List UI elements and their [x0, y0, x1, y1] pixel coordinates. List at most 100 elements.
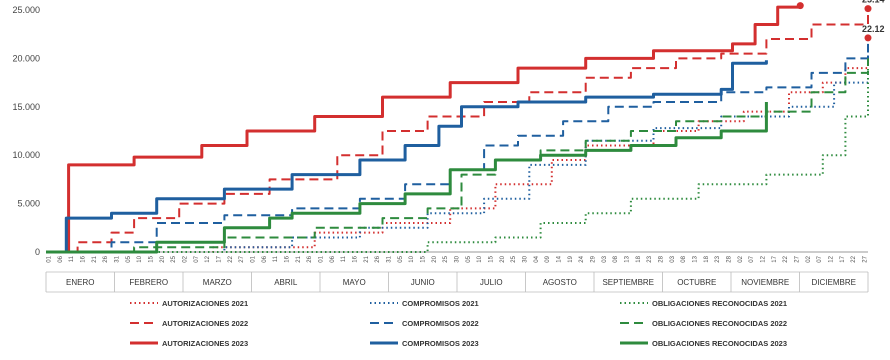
legend-label: AUTORIZACIONES 2022 [162, 319, 248, 328]
x-tick-label: 31 [115, 255, 121, 262]
series-line-3 [46, 48, 869, 253]
x-tick-label: 18 [704, 255, 710, 262]
series-line-7 [46, 58, 869, 253]
x-tick-label: 02 [738, 255, 744, 262]
x-tick-label: 25 [511, 255, 517, 262]
legend-label: OBLIGACIONES RECONOCIDAS 2021 [652, 299, 787, 308]
y-tick-label: 25.000 [12, 5, 40, 15]
x-tick-label: 20 [160, 255, 166, 262]
x-tick-label: 12 [205, 255, 211, 262]
month-label: OCTUBRE [677, 278, 716, 287]
x-tick-label: 21 [296, 255, 302, 262]
legend-label: OBLIGACIONES RECONOCIDAS 2022 [652, 319, 787, 328]
x-tick-label: 27 [239, 255, 245, 262]
x-tick-label: 31 [387, 255, 393, 262]
x-tick-label: 24 [579, 255, 585, 262]
month-label: JUNIO [411, 278, 435, 287]
x-tick-label: 23 [715, 255, 721, 262]
x-tick-label: 15 [489, 255, 495, 262]
x-tick-label: 27 [795, 255, 801, 262]
x-tick-label: 02 [806, 255, 812, 262]
x-tick-label: 16 [285, 255, 291, 262]
x-tick-label: 14 [557, 255, 563, 262]
x-tick-label: 04 [534, 255, 540, 262]
end-point-marker [864, 34, 872, 42]
legend-label: COMPROMISOS 2023 [402, 339, 479, 348]
x-tick-label: 28 [727, 255, 733, 262]
x-tick-label: 05 [398, 255, 404, 262]
x-tick-label: 11 [273, 255, 279, 262]
x-tick-label: 30 [523, 255, 529, 262]
x-tick-label: 06 [58, 255, 64, 262]
x-tick-label: 10 [137, 255, 143, 262]
x-tick-label: 10 [409, 255, 415, 262]
series-line-8 [46, 102, 768, 254]
x-tick-label: 30 [455, 255, 461, 262]
legend-label: AUTORIZACIONES 2023 [162, 339, 248, 348]
month-label: DICIEMBRE [812, 278, 856, 287]
x-tick-label: 20 [500, 255, 506, 262]
x-tick-label: 08 [681, 255, 687, 262]
series-group [46, 5, 869, 254]
legend-label: COMPROMISOS 2021 [402, 299, 479, 308]
x-tick-label: 12 [761, 255, 767, 262]
x-tick-label: 05 [126, 255, 132, 262]
x-tick-label: 22 [228, 255, 234, 262]
x-tick-label: 17 [840, 255, 846, 262]
series-line-4 [46, 43, 869, 253]
x-tick-label: 06 [330, 255, 336, 262]
x-tick-label: 15 [149, 255, 155, 262]
x-tick-label: 03 [602, 255, 608, 262]
month-label: MAYO [343, 278, 366, 287]
month-label: FEBRERO [129, 278, 168, 287]
x-tick-label: 08 [613, 255, 619, 262]
x-tick-label: 22 [851, 255, 857, 262]
x-tick-label: 03 [670, 255, 676, 262]
x-tick-label: 10 [477, 255, 483, 262]
x-tick-label: 21 [92, 255, 98, 262]
x-tick-label: 16 [353, 255, 359, 262]
x-tick-label: 22 [783, 255, 789, 262]
x-tick-label: 12 [829, 255, 835, 262]
x-tick-label: 06 [262, 255, 268, 262]
x-tick-label: 07 [749, 255, 755, 262]
x-tick-label: 20 [432, 255, 438, 262]
series-line-6 [46, 58, 869, 253]
month-label: ABRIL [274, 278, 298, 287]
axes: 0 5.000 10.000 15.000 20.000 25.000 01 06 11 16 21… [12, 5, 869, 293]
x-tick-label: 07 [194, 255, 200, 262]
end-labels: 25.453 25.14 22.12 [786, 0, 885, 42]
month-label: JULIO [480, 278, 503, 287]
x-tick-label: 01 [47, 255, 53, 262]
y-tick-label: 0 [35, 247, 40, 257]
legend-label: COMPROMISOS 2022 [402, 319, 479, 328]
x-tick-label: 09 [545, 255, 551, 262]
end-value-label: 25.14 [862, 0, 885, 5]
end-point-marker [864, 5, 872, 13]
series-line-1 [46, 8, 869, 253]
y-tick-label: 5.000 [17, 199, 40, 209]
x-tick-label: 26 [103, 255, 109, 262]
y-tick-label: 20.000 [12, 53, 40, 63]
x-tick-label: 28 [659, 255, 665, 262]
y-tick-label: 10.000 [12, 150, 40, 160]
x-tick-label: 27 [863, 255, 869, 262]
x-tick-label: 19 [568, 255, 574, 262]
x-tick-label: 16 [81, 255, 87, 262]
x-tick-label: 05 [466, 255, 472, 262]
x-tick-label: 29 [591, 255, 597, 262]
end-value-label: 22.12 [862, 24, 885, 34]
month-label: NOVIEMBRE [741, 278, 789, 287]
legend-label: OBLIGACIONES RECONOCIDAS 2023 [652, 339, 787, 348]
month-label: AGOSTO [543, 278, 577, 287]
end-point-marker [796, 2, 804, 10]
series-line-0 [46, 43, 869, 253]
x-tick-label: 07 [817, 255, 823, 262]
x-tick-label: 01 [319, 255, 325, 262]
x-tick-label: 11 [69, 255, 75, 262]
x-tick-label: 17 [217, 255, 223, 262]
x-tick-label: 13 [693, 255, 699, 262]
y-tick-label: 15.000 [12, 102, 40, 112]
